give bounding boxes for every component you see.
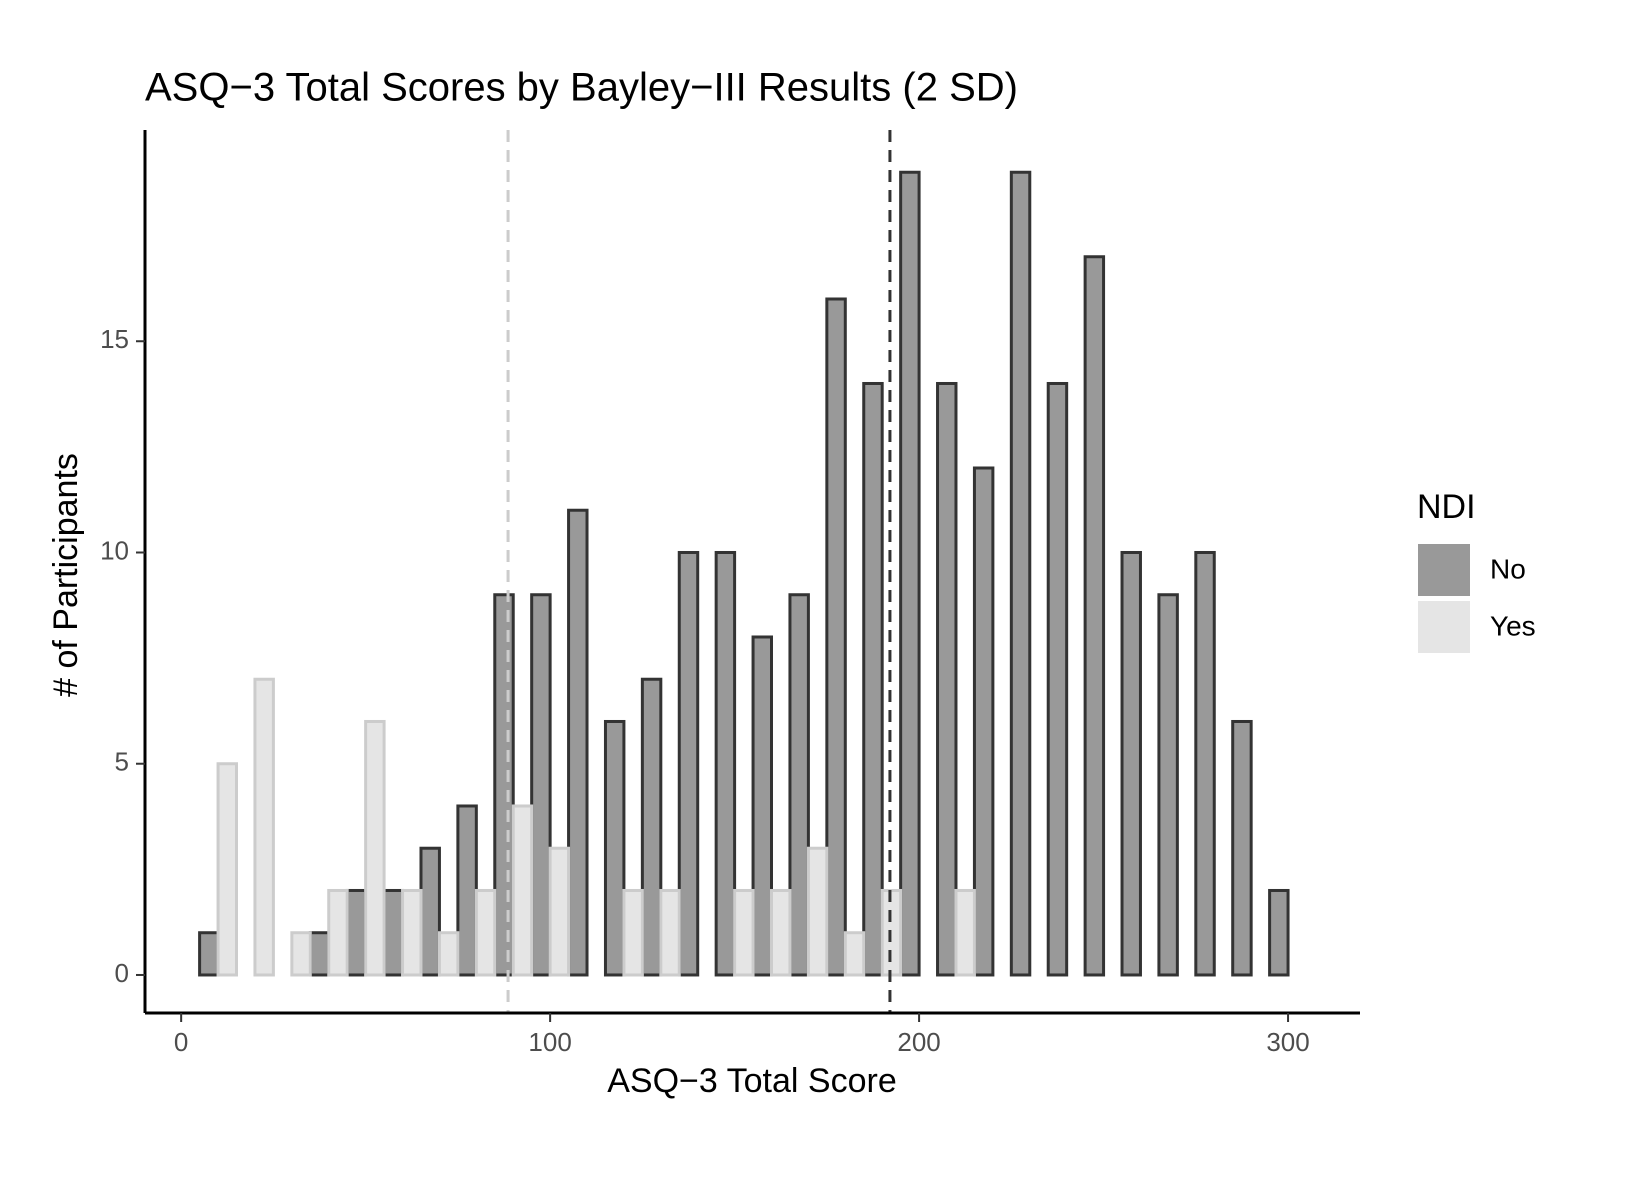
bar	[308, 931, 331, 977]
bar	[622, 888, 644, 977]
bar	[603, 719, 626, 977]
bar	[493, 593, 515, 977]
bar	[954, 888, 976, 977]
legend-swatch	[1418, 601, 1470, 653]
bar	[825, 297, 847, 977]
x-tick-label: 200	[897, 1027, 940, 1057]
bar	[1268, 888, 1290, 977]
bar	[567, 508, 589, 977]
bar	[456, 804, 478, 977]
bar	[751, 635, 774, 977]
legend-title: NDI	[1417, 488, 1476, 526]
y-tick-label: 10	[100, 535, 129, 565]
bar	[659, 888, 681, 977]
bar	[640, 677, 663, 977]
bar	[437, 931, 460, 977]
chart-title: ASQ−3 Total Scores by Bayley−III Results…	[145, 66, 1018, 110]
bar	[530, 593, 552, 977]
y-tick-label: 0	[115, 958, 129, 988]
bar	[899, 170, 921, 977]
bar	[419, 846, 441, 977]
bar	[401, 888, 423, 977]
bar	[474, 888, 497, 977]
bar	[290, 931, 312, 977]
bar	[806, 846, 829, 977]
bar	[843, 931, 866, 977]
y-axis-title: # of Participants	[47, 453, 85, 697]
bar	[788, 593, 810, 977]
x-axis-title: ASQ−3 Total Score	[607, 1062, 896, 1100]
bar	[714, 550, 737, 977]
bar	[733, 888, 755, 977]
bar	[862, 381, 884, 977]
legend-label: No	[1490, 553, 1526, 584]
bar	[770, 888, 792, 977]
bar	[511, 804, 534, 977]
legend-label: Yes	[1490, 610, 1536, 641]
bar	[364, 719, 386, 977]
x-tick-label: 300	[1266, 1027, 1309, 1057]
x-tick-label: 0	[174, 1027, 188, 1057]
y-tick-label: 5	[115, 747, 129, 777]
bar	[1194, 550, 1216, 977]
y-tick-label: 15	[100, 324, 129, 354]
x-tick-label: 100	[528, 1027, 571, 1057]
bar	[1083, 255, 1106, 977]
bar	[1009, 170, 1032, 977]
bar	[253, 677, 275, 977]
bar	[327, 888, 349, 977]
bar	[548, 846, 571, 977]
bar	[1046, 381, 1069, 977]
bar	[936, 381, 958, 977]
bar	[345, 888, 368, 977]
bar	[216, 762, 239, 977]
bar	[382, 888, 405, 977]
bar	[1120, 550, 1142, 977]
bar	[677, 550, 700, 977]
bar	[1231, 719, 1253, 977]
bar	[198, 931, 220, 977]
legend-swatch	[1418, 544, 1470, 596]
bar	[1157, 593, 1179, 977]
bar	[972, 466, 995, 977]
